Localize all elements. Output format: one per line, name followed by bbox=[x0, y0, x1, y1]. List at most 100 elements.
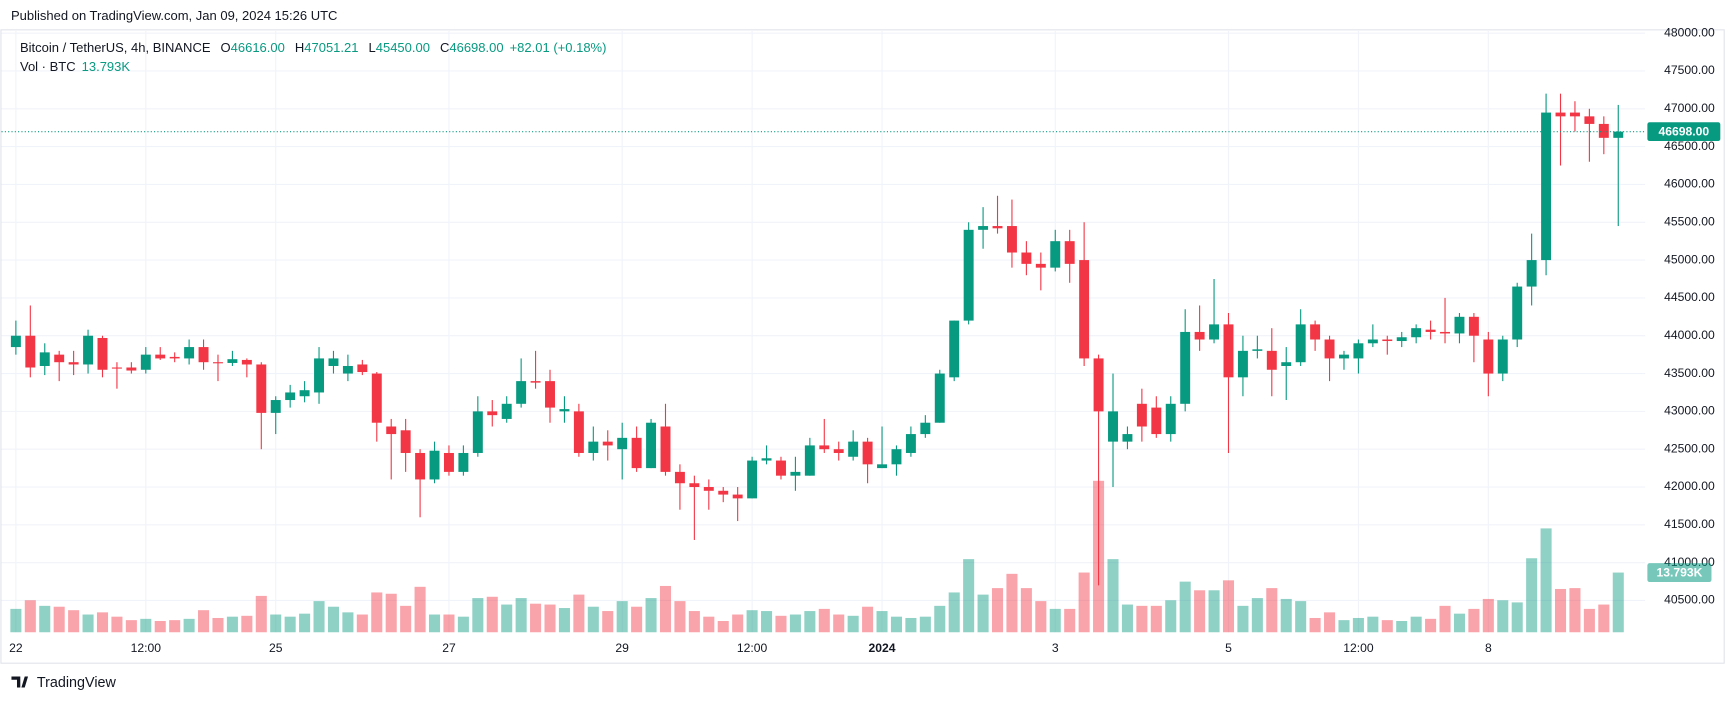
candle-body bbox=[1281, 362, 1292, 366]
volume-bar bbox=[1237, 605, 1249, 633]
volume-name: Vol · BTC bbox=[20, 59, 76, 74]
change: +82.01 (+0.18%) bbox=[509, 40, 607, 55]
candle-body bbox=[140, 354, 151, 370]
volume-bar bbox=[1367, 616, 1379, 633]
volume-bar bbox=[1352, 617, 1364, 633]
candle-body bbox=[1151, 407, 1162, 435]
volume-bar bbox=[1583, 608, 1595, 633]
candle-body bbox=[1353, 343, 1364, 359]
candle-body bbox=[501, 403, 512, 419]
candle-body bbox=[1411, 328, 1422, 338]
volume-bar bbox=[385, 593, 397, 633]
volume-bar bbox=[457, 616, 469, 633]
candle-body bbox=[1483, 339, 1494, 374]
candle-body bbox=[198, 347, 209, 363]
candle-body bbox=[949, 320, 960, 378]
candle-body bbox=[1006, 226, 1017, 253]
y-tick-label: 40500.00 bbox=[1664, 593, 1715, 607]
ohlc-item: O46616.00 bbox=[221, 38, 285, 57]
candle-body bbox=[169, 356, 180, 359]
volume-bar bbox=[1179, 581, 1191, 633]
volume-bar bbox=[486, 596, 498, 633]
volume-bar bbox=[212, 617, 224, 633]
candle-body bbox=[516, 381, 527, 404]
candle-body bbox=[848, 441, 859, 457]
x-tick-label: 12:00 bbox=[1343, 641, 1374, 655]
candle-body bbox=[545, 381, 555, 408]
candle-body bbox=[1339, 354, 1349, 359]
legend: Bitcoin / TetherUS, 4h, BINANCE O46616.0… bbox=[20, 38, 606, 76]
candle-body bbox=[573, 411, 584, 453]
candle-body bbox=[862, 441, 873, 465]
volume-bar bbox=[703, 616, 715, 633]
y-tick-label: 44000.00 bbox=[1664, 328, 1715, 342]
ohlc-value: 46698.00 bbox=[449, 40, 504, 55]
volume-bar bbox=[1222, 580, 1235, 633]
volume-bar bbox=[804, 611, 816, 633]
candle-body bbox=[487, 411, 498, 416]
ohlc-value: 45450.00 bbox=[375, 40, 430, 55]
volume-bar bbox=[255, 595, 267, 633]
last-price-label: 46698.00 bbox=[1659, 124, 1710, 138]
volume-bar bbox=[659, 585, 672, 633]
volume-bar bbox=[356, 614, 368, 633]
candle-body bbox=[790, 471, 801, 476]
volume-bar bbox=[1439, 605, 1451, 633]
volume-bar bbox=[544, 604, 556, 633]
x-tick-label: 12:00 bbox=[737, 641, 768, 655]
candle-body bbox=[328, 358, 339, 366]
volume-bar bbox=[1107, 559, 1119, 633]
volume-bar bbox=[10, 608, 22, 633]
volume-bar bbox=[1410, 616, 1422, 633]
candle-body bbox=[184, 347, 195, 359]
grid bbox=[1, 30, 1646, 633]
volume-bar bbox=[82, 614, 94, 633]
candle-body bbox=[1367, 339, 1378, 344]
volume-bar bbox=[96, 612, 109, 633]
candle-body bbox=[978, 226, 989, 230]
x-tick-label: 29 bbox=[615, 641, 629, 655]
volume-bar bbox=[631, 606, 643, 633]
candle-body bbox=[1021, 252, 1032, 264]
ohlc-key: C bbox=[439, 40, 450, 55]
volume-bar bbox=[847, 615, 859, 633]
volume-bar bbox=[890, 616, 902, 633]
candle-body bbox=[1555, 112, 1566, 117]
volume-bars bbox=[10, 480, 1624, 633]
x-tick-label: 5 bbox=[1225, 641, 1232, 655]
candle-body bbox=[126, 367, 137, 371]
candle-body bbox=[1468, 316, 1479, 336]
volume-bar bbox=[645, 598, 657, 633]
volume-bar bbox=[674, 601, 686, 633]
volume-bar bbox=[1006, 573, 1018, 633]
candle-body bbox=[1526, 260, 1537, 287]
volume-bar bbox=[1569, 588, 1581, 633]
candle-body bbox=[1512, 286, 1523, 340]
volume-bar bbox=[327, 606, 339, 633]
symbol: Bitcoin / TetherUS, 4h, BINANCE bbox=[20, 40, 211, 55]
y-tick-label: 42000.00 bbox=[1664, 479, 1715, 493]
candle-body bbox=[761, 458, 772, 461]
brand-logo bbox=[11, 676, 29, 688]
volume-bar bbox=[963, 559, 975, 633]
candle-body bbox=[1180, 331, 1191, 404]
candle-body bbox=[1035, 263, 1046, 268]
candles bbox=[10, 93, 1624, 586]
candle-body bbox=[1425, 329, 1436, 332]
volume-bar bbox=[154, 621, 166, 633]
volume-bar bbox=[1035, 601, 1047, 633]
candle-body bbox=[891, 449, 902, 465]
volume-bar bbox=[818, 608, 830, 633]
volume-bar bbox=[833, 614, 845, 633]
candle-body bbox=[1310, 324, 1321, 340]
candle-body bbox=[155, 354, 166, 359]
candle-body bbox=[934, 373, 945, 423]
last-price-box bbox=[1647, 122, 1721, 142]
candle-body bbox=[660, 426, 671, 472]
volume-bar bbox=[602, 611, 614, 633]
volume-bar bbox=[183, 618, 195, 633]
candle-body bbox=[920, 422, 931, 435]
candle-body bbox=[111, 367, 122, 369]
y-tick-label: 46500.00 bbox=[1664, 139, 1715, 153]
